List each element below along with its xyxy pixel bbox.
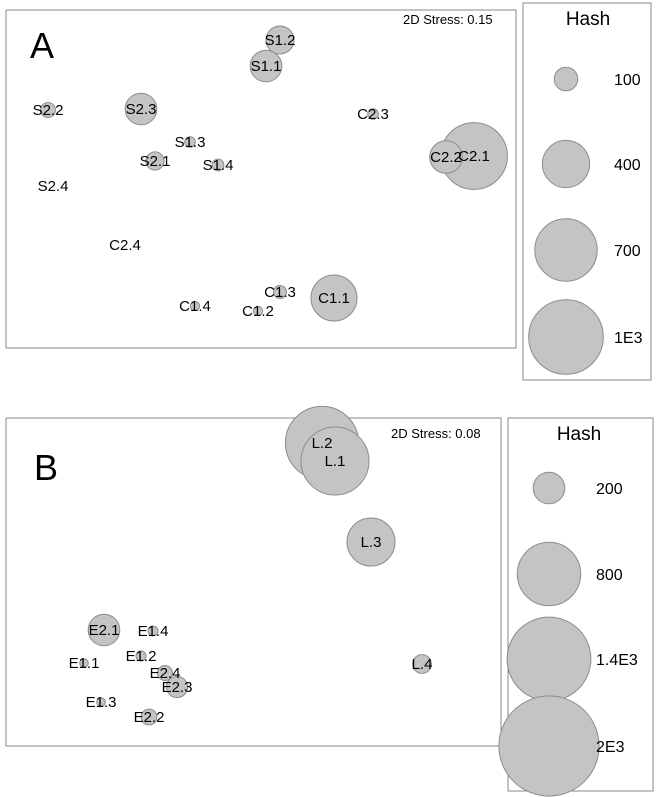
bubble-e1-4: [147, 625, 159, 637]
bubble-l-4: [412, 654, 432, 674]
bubble-c1-3: [273, 285, 287, 299]
point-label-e1-4: E1.4: [138, 623, 169, 640]
point-label-s1-1: S1.1: [251, 58, 282, 75]
point-label-l-2: L.2: [312, 435, 333, 452]
bubble-c1-2: [252, 305, 264, 317]
point-label-c1-2: C1.2: [242, 303, 274, 320]
point-label-s2-1: S2.1: [140, 153, 171, 170]
legend-label-a-1: 400: [614, 157, 641, 174]
bubble-e2-2: [140, 708, 158, 726]
point-label-e1-3: E1.3: [86, 694, 117, 711]
point-label-s2-3: S2.3: [126, 101, 157, 118]
legend-title-a: Hash: [566, 9, 610, 30]
bubble-s2-1: [145, 151, 165, 171]
point-label-l-3: L.3: [361, 534, 382, 551]
legend-bubble-b-0: [532, 471, 566, 505]
legend-label-b-3: 2E3: [596, 739, 625, 756]
bubble-e2-1: [87, 613, 121, 647]
plot-frame-b: [5, 417, 502, 747]
legend-bubble-b-1: [516, 541, 582, 607]
bubbles-b: L.2L.1 L.3 E2.1 E1.4 E1.2 E1.1 L.4 E2.4E2.3 E1.3…: [69, 405, 433, 726]
legend-label-a-3: 1E3: [614, 330, 643, 347]
point-label-s1-3: S1.3: [175, 134, 206, 151]
legend-bubble-b-2: [506, 616, 592, 702]
legend-title-b: Hash: [557, 424, 601, 445]
point-label-c2-3: C2.3: [357, 106, 389, 123]
legend-label-a-0: 100: [614, 72, 641, 89]
point-label-c1-3: C1.3: [264, 284, 296, 301]
point-label-e1-2: E1.2: [126, 648, 157, 665]
bubble-e1-2: [135, 650, 147, 662]
point-label-e2-4: E2.4: [150, 665, 181, 682]
point-label-l-4: L.4: [412, 656, 433, 673]
point-label-l-1: L.1: [325, 453, 346, 470]
point-label-c2-2: C2.2: [430, 149, 462, 166]
point-label-s2-2: S2.2: [33, 102, 64, 119]
legend-a: 100 400 700 1E3: [528, 66, 643, 375]
bubble-s1-4: [211, 158, 225, 172]
bubble-s2-2: [40, 102, 56, 118]
point-label-e1-1: E1.1: [69, 655, 100, 672]
point-label-c1-1: C1.1: [318, 290, 350, 307]
point-label-e2-3: E2.3: [162, 679, 193, 696]
legend-label-b-1: 800: [596, 567, 623, 584]
bubble-s2-3: [124, 92, 158, 126]
legend-bubble-a-0: [553, 66, 579, 92]
bubble-c2-3: [367, 108, 379, 120]
legend-bubble-a-1: [541, 139, 591, 189]
bubble-s1-1: [249, 49, 283, 83]
point-label-e2-1: E2.1: [89, 622, 120, 639]
bubble-e2-3: [165, 675, 189, 699]
legend-label-b-0: 200: [596, 481, 623, 498]
point-label-c1-4: C1.4: [179, 298, 211, 315]
point-label-s1-2: S1.2: [265, 32, 296, 49]
bubbles-a: S1.2 S1.1 S2.2 S2.3 C2.3 S1.3S2.1 S1.4 C2.2C2.1…: [33, 25, 508, 322]
panel-label-a: A: [30, 25, 54, 66]
bubble-l-3: [346, 517, 396, 567]
point-label-s1-4: S1.4: [203, 157, 234, 174]
bubble-e1-3: [96, 697, 106, 707]
point-label-e2-2: E2.2: [134, 709, 165, 726]
bubble-c2-2: [429, 140, 463, 174]
bubble-s1-2: [265, 25, 295, 55]
panel-label-b: B: [34, 447, 58, 488]
stress-label-b: 2D Stress: 0.08: [391, 426, 481, 441]
bubble-e1-1: [79, 658, 89, 668]
stress-label-a: 2D Stress: 0.15: [403, 12, 493, 27]
bubble-c1-1: [310, 274, 358, 322]
legend-bubble-a-2: [534, 218, 598, 282]
bubble-l-1: [300, 426, 370, 496]
bubble-c1-4: [189, 300, 201, 312]
legend-bubble-a-3: [528, 299, 604, 375]
legend-b: 200 800 1.4E3 2E3: [498, 471, 638, 797]
legend-bubble-b-3: [498, 695, 600, 797]
bubble-s1-3: [184, 136, 196, 148]
point-label-c2-1: C2.1: [458, 148, 490, 165]
legend-label-b-2: 1.4E3: [596, 652, 638, 669]
point-label-s2-4: S2.4: [38, 178, 69, 195]
bubble-e2-4: [157, 665, 173, 681]
legend-label-a-2: 700: [614, 243, 641, 260]
point-label-c2-4: C2.4: [109, 237, 141, 254]
